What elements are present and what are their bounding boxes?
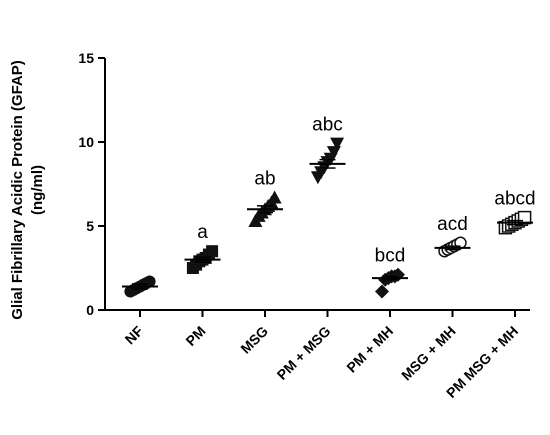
significance-label: ab [254, 168, 275, 189]
y-tick-label: 10 [78, 134, 94, 150]
significance-label: bcd [375, 246, 406, 267]
data-point [330, 137, 345, 151]
x-category-label: MSG [237, 323, 271, 357]
data-point [375, 284, 389, 299]
x-category-label: PM [182, 323, 208, 349]
group-msg-mh: acd [434, 214, 471, 258]
x-category-label: NF [122, 322, 147, 347]
significance-label: abc [312, 115, 343, 136]
group-pm-mh: bcd [372, 246, 408, 299]
y-tick-label: 15 [78, 50, 94, 66]
group-pm-msg: abc [309, 115, 346, 185]
y-tick-label: 0 [86, 302, 94, 318]
y-axis-label-line2: (ng/ml) [29, 165, 46, 215]
y-tick-label: 5 [86, 218, 94, 234]
data-marks: a ab abc bcd acd abcd [122, 115, 536, 299]
x-category-label: PM + MH [343, 323, 396, 376]
x-category-label: PM + MSG [274, 323, 334, 383]
group-nf [122, 275, 158, 298]
group-pm-msg-mh: abcd [494, 189, 536, 235]
group-pm: a [184, 222, 221, 274]
x-category-label: MSG + MH [398, 323, 459, 384]
group-msg: ab [247, 168, 283, 227]
significance-label: acd [437, 214, 468, 235]
y-axis-label-line1: Glial Fibrillary Acidic Protein (GFAP) [9, 60, 26, 320]
data-point [267, 190, 282, 204]
significance-label: a [197, 222, 208, 243]
significance-label: abcd [494, 189, 535, 210]
data-point [206, 245, 219, 258]
